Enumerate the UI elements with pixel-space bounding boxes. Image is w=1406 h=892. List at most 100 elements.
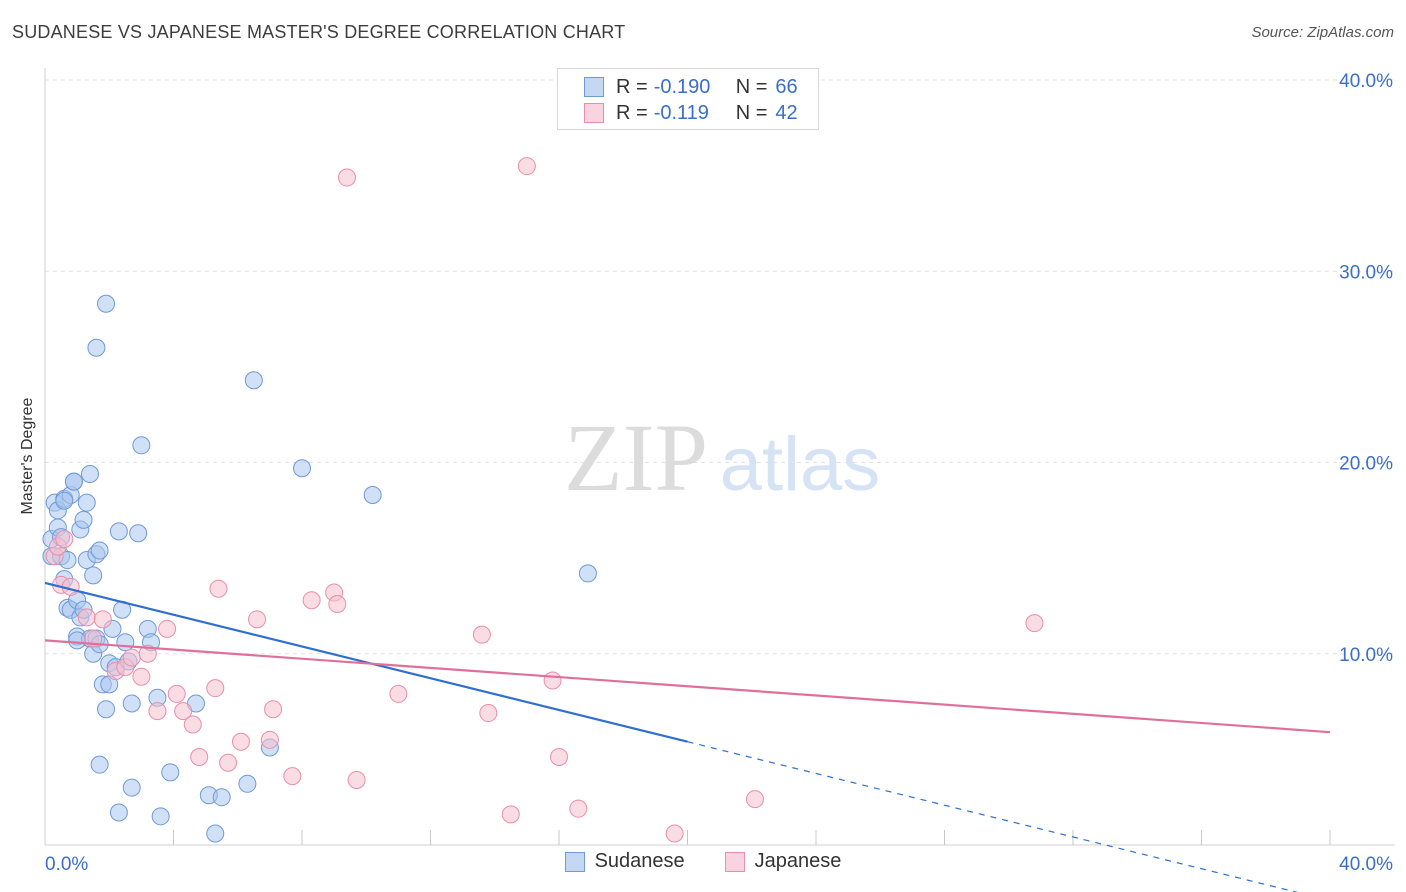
sudanese-point: [68, 631, 87, 650]
sudanese-point: [90, 755, 109, 774]
sudanese-point: [87, 338, 106, 357]
japanese-point: [55, 530, 74, 548]
sudanese-point: [74, 510, 93, 529]
japanese-point: [260, 730, 279, 749]
japanese-point: [183, 715, 202, 734]
tick-labels: 10.0% 20.0% 30.0% 40.0% 0.0% 40.0%: [45, 71, 1393, 875]
japanese-point: [264, 700, 283, 719]
legend-label-sudanese: Sudanese: [594, 850, 685, 872]
watermark: ZIP atlas: [564, 404, 880, 511]
japanese-point: [167, 684, 186, 703]
japanese-point: [209, 579, 228, 598]
legend-swatch-sudanese: [564, 851, 585, 872]
sudanese-point: [109, 522, 128, 541]
axes: [44, 68, 1395, 846]
watermark-zip: ZIP: [564, 404, 708, 511]
data-points: [42, 157, 1044, 843]
sudanese-point: [64, 472, 83, 491]
japanese-point: [501, 805, 520, 824]
legend-swatch-sudanese: [584, 77, 604, 97]
legend-n-label: N =: [735, 101, 768, 124]
legend-item-japanese[interactable]: Japanese: [724, 850, 841, 873]
japanese-point: [1025, 614, 1044, 633]
japanese-point: [517, 157, 536, 176]
legend-r-label: R =: [616, 101, 648, 124]
sudanese-point: [244, 371, 263, 390]
sudanese-point: [97, 700, 116, 719]
x-tick-label: 0.0%: [45, 854, 88, 875]
legend-row-japanese: R = -0.119 N = 42: [584, 100, 798, 126]
japanese-point: [328, 595, 347, 614]
japanese-trend-line: [44, 639, 1331, 734]
legend-item-sudanese[interactable]: Sudanese: [564, 850, 685, 873]
japanese-point: [219, 753, 238, 772]
japanese-point: [337, 168, 356, 187]
legend-n-value: 66: [775, 75, 798, 98]
legend-swatch-japanese: [724, 851, 745, 872]
sudanese-point: [80, 464, 99, 483]
sudanese-point: [238, 774, 257, 793]
y-tick-label: 30.0%: [1339, 262, 1393, 283]
sudanese-point: [90, 541, 109, 560]
japanese-point: [248, 610, 267, 629]
japanese-point: [206, 679, 225, 698]
sudanese-point: [363, 486, 382, 505]
watermark-atlas: atlas: [720, 422, 881, 507]
y-tick-label: 20.0%: [1339, 454, 1393, 475]
source-label: Source: ZipAtlas.com: [1251, 24, 1394, 41]
legend-r-label: R =: [616, 75, 648, 98]
sudanese-point: [206, 824, 225, 843]
sudanese-point: [129, 524, 148, 543]
sudanese-point: [161, 763, 180, 782]
sudanese-point: [293, 459, 311, 478]
japanese-point: [148, 702, 167, 721]
japanese-point: [93, 610, 112, 629]
japanese-point: [174, 702, 193, 721]
sudanese-point: [132, 436, 151, 455]
japanese-point: [543, 671, 562, 690]
sudanese-point: [77, 493, 96, 512]
japanese-point: [665, 824, 684, 843]
japanese-point: [283, 767, 302, 786]
legend-swatch-japanese: [584, 103, 604, 123]
japanese-point: [389, 684, 408, 703]
gridlines: [45, 79, 1395, 655]
sudanese-point: [116, 633, 135, 652]
sudanese-point: [97, 294, 116, 313]
sudanese-point: [84, 566, 103, 585]
sudanese-point: [55, 491, 74, 510]
series-legend: Sudanese Japanese: [0, 850, 1406, 873]
chart-title: SUDANESE VS JAPANESE MASTER'S DEGREE COR…: [12, 22, 626, 42]
correlation-legend: R = -0.190 N = 66 R = -0.119 N = 42: [557, 68, 819, 130]
japanese-point: [472, 625, 491, 644]
japanese-point: [231, 732, 250, 751]
sudanese-trend-extension: [687, 741, 1299, 892]
japanese-point: [550, 748, 568, 767]
japanese-point: [122, 648, 141, 667]
y-tick-label: 40.0%: [1339, 71, 1393, 92]
japanese-point: [569, 799, 588, 818]
sudanese-point: [122, 694, 141, 713]
japanese-point: [77, 608, 96, 627]
sudanese-point: [109, 803, 128, 822]
japanese-point: [132, 667, 151, 686]
japanese-point: [479, 704, 498, 723]
sudanese-point: [212, 788, 231, 807]
y-tick-label: 10.0%: [1339, 645, 1393, 666]
trend-lines: [44, 581, 1331, 892]
sudanese-point: [122, 778, 141, 797]
japanese-point: [158, 619, 177, 638]
japanese-point: [302, 591, 321, 610]
x-tick-label: 40.0%: [1339, 854, 1393, 875]
legend-r-value: -0.190: [653, 75, 711, 98]
legend-n-value: 42: [775, 101, 798, 124]
legend-r-value: -0.119: [653, 101, 709, 124]
japanese-point: [347, 770, 366, 789]
sudanese-point: [151, 807, 170, 826]
japanese-point: [138, 644, 157, 663]
legend-row-sudanese: R = -0.190 N = 66: [584, 74, 798, 100]
japanese-point: [190, 748, 209, 767]
japanese-point: [745, 790, 764, 809]
legend-n-label: N =: [735, 75, 768, 98]
